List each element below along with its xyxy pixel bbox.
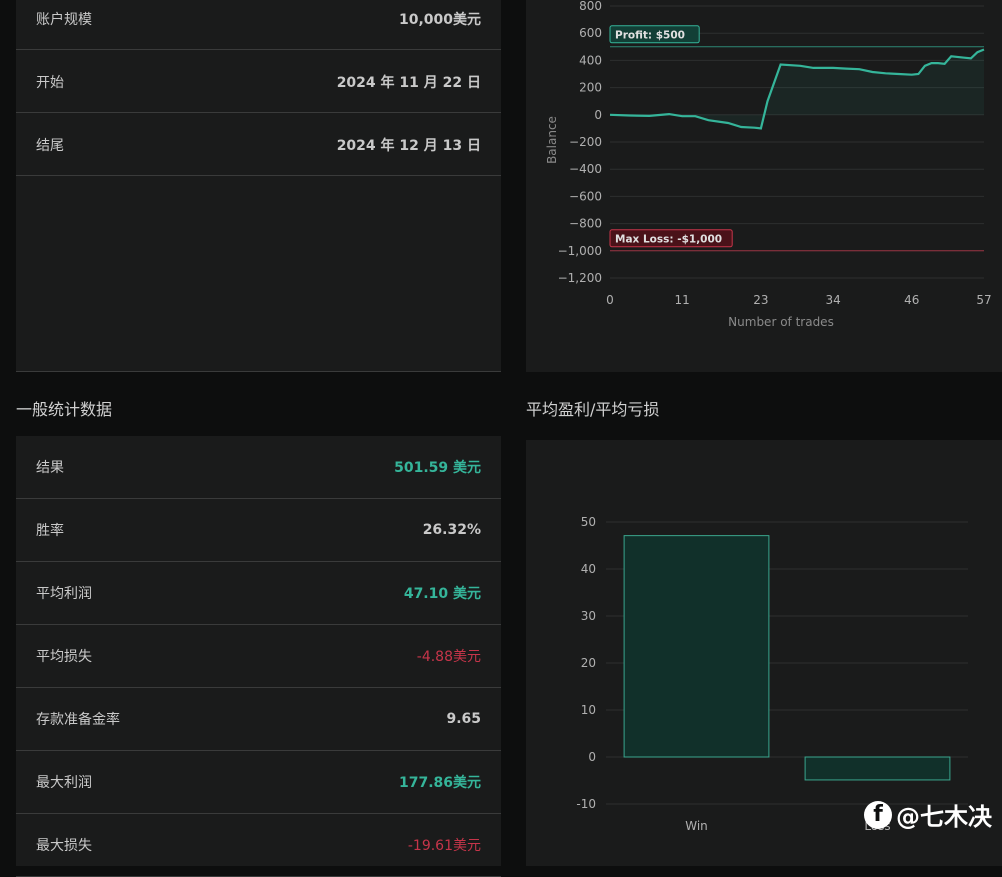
- stats-row-label: 平均损失: [36, 649, 92, 665]
- balance-line-chart: 800 600 400 200 0 −200 −400 −600 −800 −1,000 −1,20…: [545, 0, 992, 329]
- stats-row-label: 结果: [36, 460, 64, 476]
- y-tick-label: −1,200: [558, 271, 602, 285]
- x-tick-label: 57: [976, 293, 991, 307]
- annotation-label: Profit: $500: [615, 29, 685, 41]
- start-date-label: 开始: [36, 74, 64, 91]
- stats-row-label: 存款准备金率: [36, 712, 120, 728]
- y-tick-label: 10: [581, 703, 596, 717]
- stats-row: 胜率 26.32%: [16, 499, 501, 562]
- y-tick-label: 0: [588, 750, 596, 764]
- y-axis-label: Balance: [545, 116, 559, 164]
- stats-row: 存款准备金率 9.65: [16, 688, 501, 751]
- series-line: [609, 48, 985, 130]
- y-tick-label: 800: [579, 0, 602, 13]
- stats-row-value: 9.65: [446, 711, 481, 727]
- balance-chart-panel: 800 600 400 200 0 −200 −400 −600 −800 −1,000 −1,20…: [526, 0, 1002, 372]
- stats-row-value: -4.88美元: [416, 649, 481, 665]
- x-tick-label: 34: [825, 293, 840, 307]
- start-date-row: 开始 2024 年 11 月 22 日: [16, 51, 501, 113]
- stats-row: 最大损失 -19.61美元: [16, 814, 501, 877]
- stats-row-value: 177.86美元: [398, 775, 481, 791]
- stats-row-value: -19.61美元: [407, 838, 481, 854]
- end-date-value: 2024 年 12 月 13 日: [336, 137, 481, 154]
- x-tick-label: Win: [685, 819, 708, 833]
- x-tick-label: 0: [606, 293, 614, 307]
- stats-row-value: 26.32%: [422, 522, 481, 538]
- account-size-label: 账户规模: [36, 11, 92, 28]
- y-tick-label: 30: [581, 609, 596, 623]
- end-date-row: 结尾 2024 年 12 月 13 日: [16, 114, 501, 176]
- end-date-label: 结尾: [36, 137, 64, 154]
- general-stats-panel: 结果 501.59 美元胜率 26.32% 平均利润 47.10 美元平均损失 -4.88…: [16, 436, 501, 877]
- bar: [804, 756, 951, 781]
- x-tick-label: 46: [904, 293, 919, 307]
- y-tick-label: 600: [579, 26, 602, 40]
- y-tick-label: 0: [594, 108, 602, 122]
- y-tick-label: 40: [581, 562, 596, 576]
- stats-row: 平均利润 47.10 美元: [16, 562, 501, 625]
- y-tick-label: −1,000: [558, 244, 602, 258]
- stats-row-value: 501.59 美元: [394, 460, 481, 476]
- stats-row-label: 胜率: [36, 523, 64, 539]
- y-tick-label: −400: [569, 162, 602, 176]
- y-tick-label: −200: [569, 135, 602, 149]
- y-tick-label: 20: [581, 656, 596, 670]
- annotation-badge: [609, 229, 733, 248]
- annotation-badge: [609, 25, 700, 44]
- stats-row: 平均损失 -4.88美元: [16, 625, 501, 688]
- stats-row: 最大利润 177.86美元: [16, 751, 501, 814]
- stats-row: 结果 501.59 美元: [16, 436, 501, 499]
- account-panel: 账户规模 10,000美元 开始 2024 年 11 月 22 日 结尾 202…: [16, 0, 501, 372]
- watermark-text: @七木决: [896, 803, 992, 831]
- x-axis-label: Number of trades: [728, 315, 834, 329]
- account-size-value: 10,000美元: [398, 11, 481, 28]
- bar: [623, 535, 770, 758]
- panel-bottom-divider: [16, 371, 501, 372]
- stats-row-value: 47.10 美元: [403, 586, 481, 602]
- series-area: [610, 49, 984, 129]
- avg-profit-loss-title: 平均盈利/平均亏损: [526, 400, 660, 419]
- y-tick-label: -10: [576, 797, 596, 811]
- y-tick-label: 50: [581, 515, 596, 529]
- annotation-label: Max Loss: -$1,000: [615, 233, 722, 245]
- watermark: f @七木决: [864, 797, 992, 832]
- account-size-row: 账户规模 10,000美元: [16, 0, 501, 50]
- x-tick-label: 23: [753, 293, 768, 307]
- stats-row-label: 最大损失: [36, 838, 92, 854]
- facebook-icon: f: [864, 800, 892, 829]
- y-tick-label: 400: [579, 53, 602, 67]
- x-tick-label: 11: [675, 293, 690, 307]
- y-tick-label: −800: [569, 217, 602, 231]
- start-date-value: 2024 年 11 月 22 日: [336, 74, 481, 91]
- general-stats-title: 一般统计数据: [16, 400, 113, 419]
- y-tick-label: 200: [579, 81, 602, 95]
- stats-row-label: 平均利润: [36, 586, 92, 602]
- stats-row-label: 最大利润: [36, 775, 92, 791]
- y-tick-label: −600: [569, 189, 602, 203]
